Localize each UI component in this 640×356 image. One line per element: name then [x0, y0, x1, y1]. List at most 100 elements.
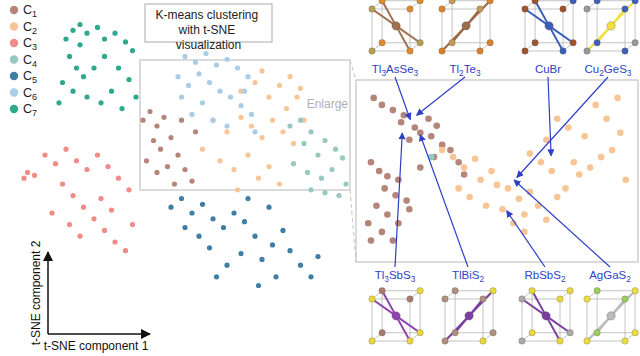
scatter-point: [70, 28, 75, 33]
scatter-point: [315, 254, 320, 259]
scatter-point: [91, 216, 96, 221]
atom: [369, 48, 375, 54]
bond: [587, 316, 611, 341]
atom: [594, 40, 600, 46]
scatter-point: [242, 89, 247, 94]
atom: [477, 48, 483, 54]
scatter-point: [329, 167, 334, 172]
cell-edge: [587, 51, 625, 52]
atom: [607, 312, 615, 320]
scatter-point: [172, 181, 177, 186]
text-run: C: [23, 20, 32, 34]
cell-edge: [597, 291, 598, 333]
scatter-point: [417, 164, 424, 171]
scatter-point: [112, 239, 117, 244]
bond: [611, 1, 635, 26]
scatter-point: [81, 74, 86, 79]
cell-edge: [493, 291, 494, 333]
atom: [622, 6, 628, 12]
scatter-point: [235, 187, 240, 192]
atom: [439, 6, 445, 12]
atom: [379, 40, 385, 46]
scatter-point: [154, 123, 159, 128]
legend-label: C2: [23, 20, 37, 36]
scatter-point: [291, 141, 296, 146]
scatter-point: [165, 164, 170, 169]
legend-marker: [10, 6, 18, 14]
atom: [594, 288, 600, 294]
cell-edge: [455, 291, 456, 333]
scatter-point: [368, 159, 375, 166]
atom: [407, 338, 413, 344]
atom: [529, 330, 535, 336]
cell-edge: [452, 42, 490, 43]
scatter-point: [196, 71, 201, 76]
cell-edge: [635, 1, 636, 43]
scatter-point: [392, 192, 399, 199]
cell-edge: [597, 0, 635, 1]
cell-edge: [570, 291, 571, 333]
cell-edge: [442, 9, 443, 51]
annotation: RbSbS2: [524, 269, 565, 284]
cell-edge: [382, 0, 420, 1]
atom: [379, 288, 385, 294]
scatter-point: [581, 133, 588, 140]
scatter-point: [406, 136, 413, 143]
cell-edge: [445, 299, 446, 341]
scatter-point: [56, 100, 61, 105]
annotation-arrow: [507, 211, 545, 267]
text-run: 1: [32, 9, 37, 19]
cell-edge: [532, 291, 533, 333]
scatter-point: [109, 208, 114, 213]
text-run: 7: [32, 108, 37, 118]
text-run: C: [23, 69, 32, 83]
scatter-point: [266, 164, 271, 169]
scatter-point: [592, 102, 599, 109]
scatter-point: [21, 176, 26, 181]
scatter-point: [259, 257, 264, 262]
scatter-point: [494, 182, 501, 189]
text-run: CuBr: [535, 63, 561, 75]
scatter-point: [308, 187, 313, 192]
cell-edge: [525, 51, 563, 52]
scatter-point: [527, 150, 534, 157]
atom: [557, 338, 563, 344]
cell-edge: [587, 9, 588, 51]
cell-edge: [597, 290, 635, 291]
cell-edge: [563, 9, 564, 51]
scatter-point: [384, 211, 391, 218]
cell-edge: [382, 291, 383, 333]
scatter-point: [305, 170, 310, 175]
crystal-structure: [369, 288, 424, 345]
atom: [584, 6, 590, 12]
scatter-point: [461, 164, 468, 171]
scatter-point: [77, 22, 82, 27]
scatter-point: [277, 181, 282, 186]
legend-label: C1: [23, 3, 37, 19]
atom: [407, 48, 413, 54]
cell-edge: [597, 1, 598, 43]
scatter-point: [182, 225, 187, 230]
atom: [522, 48, 528, 54]
annotation-arrow: [395, 133, 402, 267]
scatter-point: [116, 65, 121, 70]
atom: [622, 296, 628, 302]
text-run: 6: [32, 92, 37, 102]
scatter-point: [287, 248, 292, 253]
scatter-point: [210, 118, 215, 123]
scatter-point: [614, 95, 621, 102]
scatter-point: [140, 118, 145, 123]
scatter-point: [217, 158, 222, 163]
scatter-point: [32, 173, 37, 178]
scatter-point: [270, 242, 275, 247]
atom: [557, 296, 563, 302]
atom: [584, 338, 590, 344]
scatter-point: [301, 141, 306, 146]
cell-edge: [382, 290, 420, 291]
scatter-point: [168, 135, 173, 140]
crystal-structure: [519, 288, 574, 345]
text-run: Tl: [372, 63, 382, 75]
scatter-point: [554, 116, 561, 123]
annotation: CuBr: [535, 63, 561, 75]
scatter-point: [403, 197, 410, 204]
